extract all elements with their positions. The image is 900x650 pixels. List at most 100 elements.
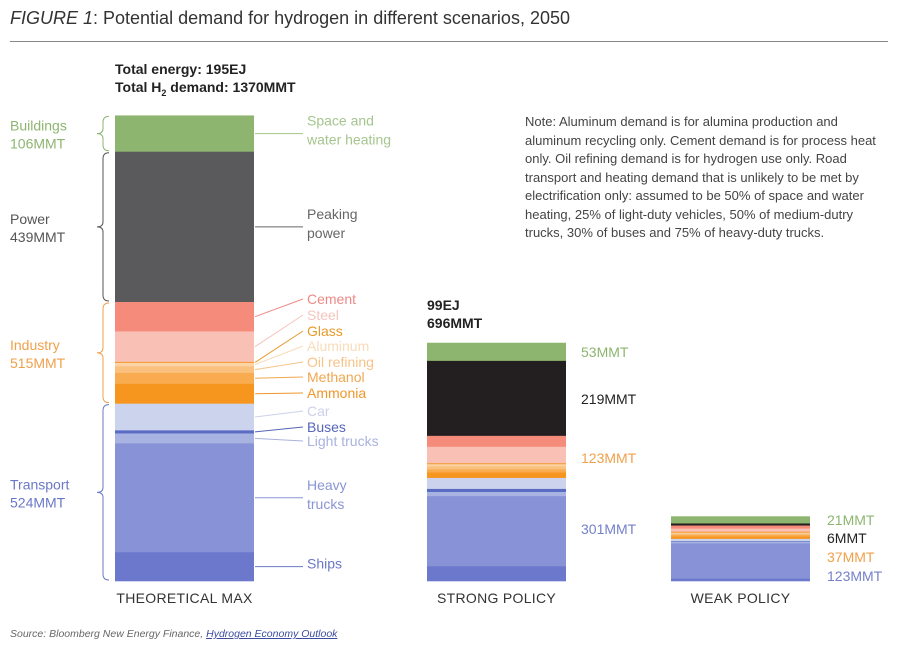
leader-line — [254, 314, 304, 348]
bar-segment-oil-refining — [427, 466, 566, 470]
bar-segment-buses — [427, 488, 566, 493]
bar-segment-oil-refining — [671, 533, 810, 536]
bar-segment-light-trucks — [427, 491, 566, 497]
bar-segment-methanol — [671, 534, 810, 537]
bar-segment-heavy-trucks — [427, 496, 566, 567]
scenario-group-value: 123MMT — [827, 568, 883, 584]
bar-segment-ships — [671, 578, 810, 582]
x-tick-label: WEAK POLICY — [691, 590, 791, 606]
leader-line — [254, 410, 304, 418]
strong-policy-demand: 696MMT — [427, 315, 483, 331]
total-energy-label: Total energy: 195EJ — [115, 61, 247, 77]
bar-segment-steel — [427, 446, 566, 464]
bar-segment-car — [427, 477, 566, 490]
bar-segment-car — [671, 538, 810, 542]
group-brace — [96, 115, 110, 152]
bar-segment-methanol — [115, 372, 254, 385]
source-text: Source: Bloomberg New Energy Finance, — [10, 628, 207, 640]
title-divider — [10, 41, 888, 42]
bar-segment-heavy-trucks — [671, 543, 810, 579]
bar-segment-cement — [427, 435, 566, 448]
bar-segment-ammonia — [671, 536, 810, 540]
scenario-group-value: 6MMT — [827, 530, 867, 546]
group-label: Industry — [10, 337, 60, 353]
segment-label: Heavy — [307, 477, 347, 493]
bar-segment-steel — [671, 528, 810, 532]
bar-segment-peaking-power — [671, 523, 810, 526]
segment-label: Oil refining — [307, 354, 374, 370]
scenario-group-value: 53MMT — [581, 344, 629, 360]
bar-segment-glass — [427, 463, 566, 465]
segment-label: Glass — [307, 323, 343, 339]
bar-segment-ships — [427, 566, 566, 582]
total-h2-demand-label: Total H2 demand: 1370MMT — [115, 79, 296, 98]
subscript: 2 — [161, 87, 167, 98]
group-brace — [96, 302, 110, 404]
group-label: Power — [10, 211, 50, 227]
group-total: 515MMT — [10, 355, 66, 371]
group-total: 106MMT — [10, 136, 66, 152]
group-total: 524MMT — [10, 494, 66, 510]
bar-segment-steel — [115, 331, 254, 363]
figure-number: FIGURE 1 — [10, 8, 94, 28]
segment-label: Ships — [307, 556, 342, 572]
segment-label: Light trucks — [307, 433, 379, 449]
scenario-group-value: 123MMT — [581, 450, 637, 466]
bar-segment-methanol — [427, 469, 566, 473]
group-total: 439MMT — [10, 229, 66, 245]
segment-label: Peaking — [307, 206, 358, 222]
bar-segment-oil-refining — [115, 366, 254, 374]
segment-label: Cement — [307, 291, 356, 307]
group-label: Buildings — [10, 118, 67, 134]
scenario-group-value: 37MMT — [827, 549, 875, 565]
leader-line — [254, 426, 304, 433]
figure-title-text: : Potential demand for hydrogen in diffe… — [93, 8, 570, 28]
bar-segment-car — [115, 403, 254, 431]
bar-segment-buses — [671, 541, 810, 543]
bar-segment-light-trucks — [115, 433, 254, 444]
chart-note: Note: Aluminum demand is for alumina pro… — [525, 114, 876, 240]
segment-label: Methanol — [307, 369, 365, 385]
bar-segment-aluminum — [671, 532, 810, 535]
bar-segment-glass — [671, 531, 810, 534]
figure-title: FIGURE 1: Potential demand for hydrogen … — [10, 8, 570, 29]
scenario-group-value: 219MMT — [581, 391, 637, 407]
segment-label: trucks — [307, 496, 344, 512]
segment-label: Buses — [307, 419, 346, 435]
leader-line — [254, 437, 304, 442]
segment-label: Steel — [307, 307, 339, 323]
bar-segment-space-and-water-heating — [671, 516, 810, 524]
leader-line — [254, 392, 304, 395]
segment-label: Car — [307, 403, 330, 419]
group-label: Transport — [10, 476, 70, 492]
x-tick-label: STRONG POLICY — [437, 590, 556, 606]
bar-segment-glass — [115, 361, 254, 364]
bar-segment-cement — [671, 525, 810, 529]
strong-policy-header: 99EJ 696MMT — [427, 296, 482, 332]
segment-label: power — [307, 225, 345, 241]
group-brace — [96, 152, 110, 302]
bar-segment-buses — [115, 430, 254, 434]
theoretical-max-header: Total energy: 195EJ Total H2 demand: 137… — [115, 60, 296, 102]
bar-segment-aluminum — [115, 362, 254, 367]
bar-segment-space-and-water-heating — [115, 115, 254, 153]
source-link[interactable]: Hydrogen Economy Outlook — [206, 628, 338, 640]
leader-line — [254, 345, 304, 366]
x-tick-label: THEORETICAL MAX — [116, 590, 253, 606]
leader-line — [254, 361, 304, 371]
source-line: Source: Bloomberg New Energy Finance, Hy… — [10, 628, 337, 640]
bar-segment-heavy-trucks — [115, 443, 254, 553]
bar-segment-ammonia — [427, 472, 566, 479]
bar-segment-ships — [115, 552, 254, 582]
bar-segment-light-trucks — [671, 541, 810, 544]
segment-label: Space and — [307, 113, 374, 129]
segment-label: Aluminum — [307, 338, 369, 354]
scenario-group-value: 301MMT — [581, 521, 637, 537]
bar-segment-cement — [115, 302, 254, 332]
bar-segment-aluminum — [427, 464, 566, 467]
leader-line — [254, 376, 304, 379]
leader-line — [254, 298, 304, 318]
leader-line — [254, 330, 304, 363]
segment-label: water heating — [306, 132, 391, 148]
